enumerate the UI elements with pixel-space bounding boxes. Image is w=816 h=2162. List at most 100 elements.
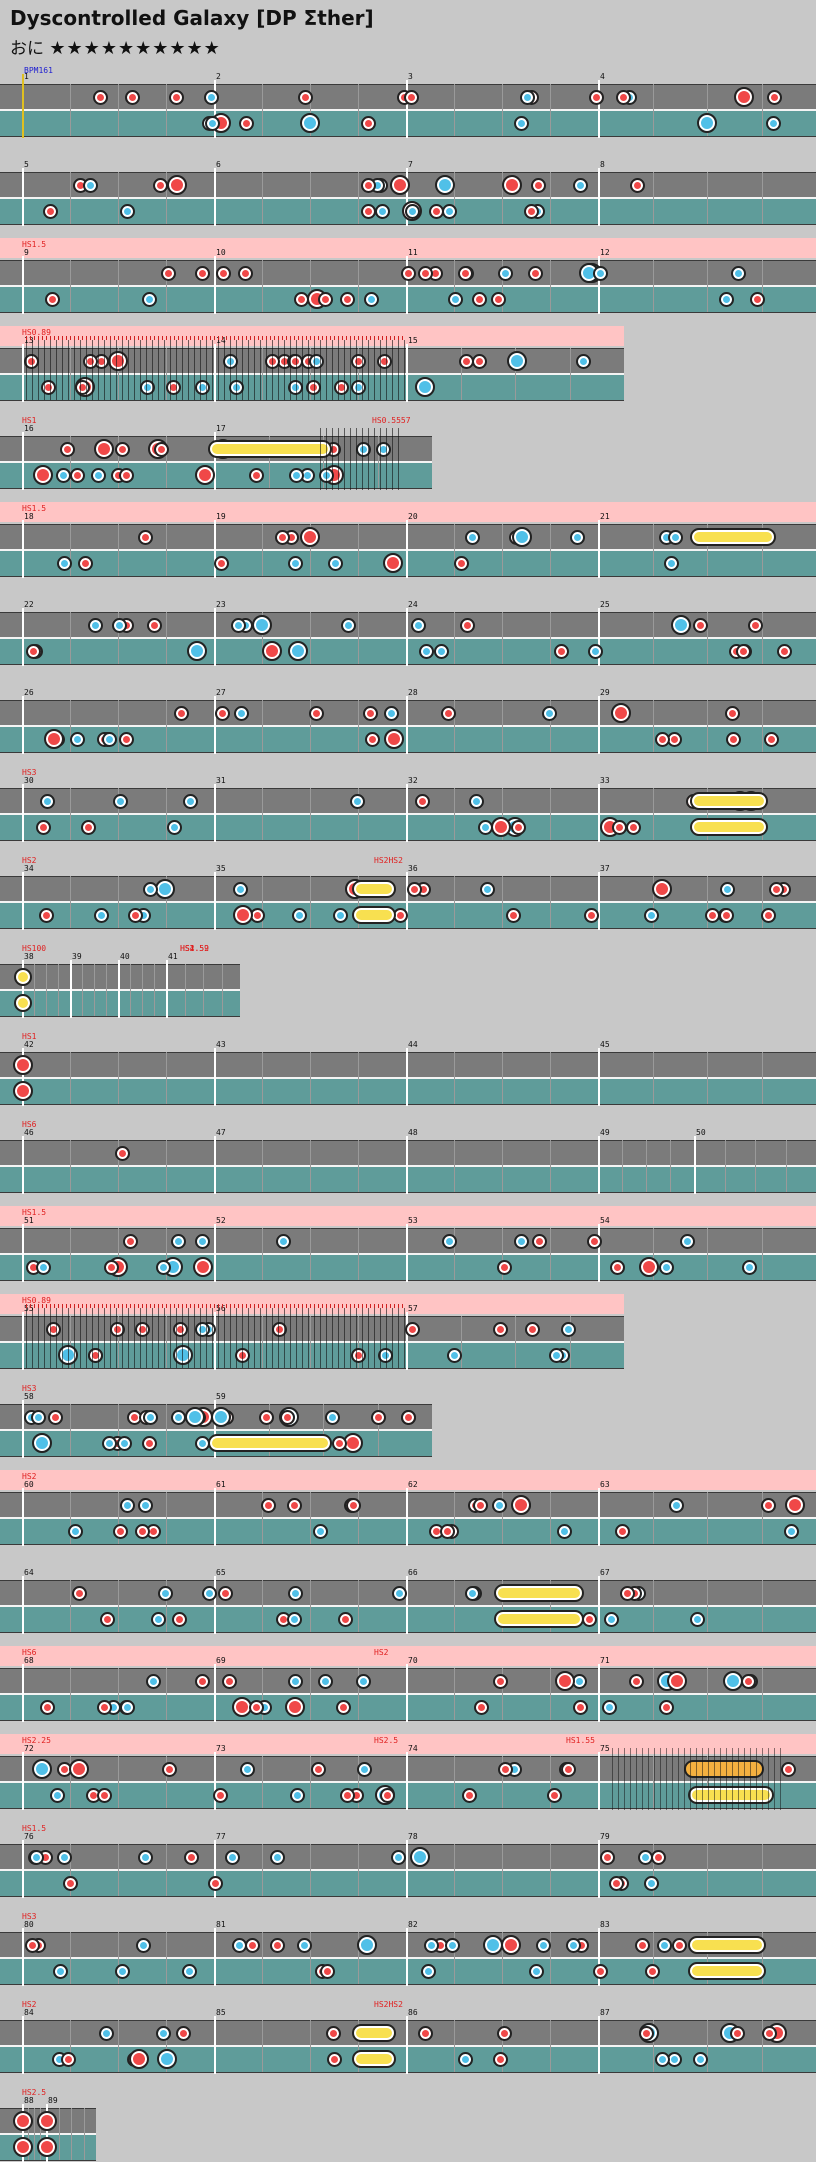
chart-row: 22 23 24 25 [0, 590, 816, 666]
lane-border [0, 1280, 816, 1281]
ka-note [643, 907, 659, 923]
don-note [403, 89, 419, 105]
scroll-speed-label: HS2.25 [22, 1736, 51, 1745]
beat-line [310, 1140, 311, 1192]
big-ka-note [299, 113, 320, 133]
ka-note [93, 907, 109, 923]
beat-line [652, 84, 654, 136]
beat-line [70, 1668, 71, 1720]
big-ka-note [482, 1935, 503, 1955]
beat-line [118, 612, 119, 664]
beat-line [460, 1316, 462, 1368]
beat-line [454, 172, 455, 224]
lower-lane [0, 1166, 816, 1192]
beat-line [58, 2108, 60, 2160]
beat-line [652, 1844, 654, 1896]
don-note [615, 89, 631, 105]
measure-number: 36 [408, 864, 418, 873]
don-note [458, 353, 474, 369]
don-note [249, 467, 265, 483]
ka-note [637, 1849, 653, 1865]
don-note [128, 907, 144, 923]
chart-row: 38 39 40 41 HS100 HS4 HS2.52 HS1.59 [0, 942, 240, 1018]
ka-note [357, 1761, 373, 1777]
beat-line [707, 172, 708, 224]
lower-lane [0, 1078, 816, 1104]
beat-line [515, 1316, 516, 1368]
beat-line [454, 1756, 455, 1808]
scroll-speed-label: HS2.52 [180, 944, 209, 953]
drumroll-note [688, 1962, 766, 1980]
measure-bar [22, 432, 24, 490]
scroll-speed-label: HS1.59 [180, 944, 209, 953]
measure-number: 4 [600, 72, 605, 81]
big-don-note [68, 1759, 89, 1779]
ka-note [659, 1259, 675, 1275]
beat-line [118, 436, 119, 488]
measure-bar [406, 1048, 408, 1106]
big-don-note [261, 641, 282, 661]
lane-divider [0, 461, 432, 463]
beat-line [785, 1140, 787, 1192]
lane-border [0, 1140, 816, 1141]
lane-border [0, 664, 816, 665]
ka-note [405, 203, 421, 219]
measure-bar [214, 1488, 216, 1546]
ka-note [441, 203, 457, 219]
don-note [600, 1849, 616, 1865]
beat-line [28, 2108, 29, 2160]
don-note [99, 1611, 115, 1627]
beat-line [71, 2108, 72, 2160]
ka-note [233, 881, 249, 897]
beat-line [454, 1052, 455, 1104]
beat-line [118, 876, 119, 928]
measure-number: 53 [408, 1216, 418, 1225]
measure-bar [406, 1136, 408, 1194]
lane-divider [0, 725, 816, 727]
don-note [364, 731, 380, 747]
ka-note [601, 1699, 617, 1715]
beat-line [166, 700, 167, 752]
don-note [492, 1321, 508, 1337]
measure-number: 3 [408, 72, 413, 81]
don-note [763, 731, 779, 747]
ka-note [340, 617, 356, 633]
drumroll-note [352, 906, 396, 924]
measure-bar [22, 1664, 24, 1722]
big-ka-note [435, 175, 456, 195]
beat-line [761, 700, 763, 752]
beat-line [569, 1316, 571, 1368]
don-note [460, 617, 476, 633]
beat-line [707, 1932, 708, 1984]
measure-number: 7 [408, 160, 413, 169]
ka-note [288, 467, 304, 483]
don-note [524, 1321, 540, 1337]
measure-number: 21 [600, 512, 610, 521]
measure-number: 61 [216, 1480, 226, 1489]
don-note [474, 1699, 490, 1715]
measure-number: 80 [24, 1920, 34, 1929]
beat-line [70, 788, 71, 840]
song-title: Dyscontrolled Galaxy [DP Σther] [10, 6, 374, 30]
don-note [308, 705, 324, 721]
beat-line [46, 964, 47, 1016]
big-don-note [299, 527, 320, 547]
measure-bar [598, 520, 600, 578]
lane-border [0, 2160, 96, 2161]
ka-note [297, 1937, 313, 1953]
big-ka-note [357, 1935, 378, 1955]
chart-row: 60 61 62 63 HS2 [0, 1470, 816, 1546]
upper-lane [0, 1668, 816, 1694]
lane-border [0, 1720, 816, 1721]
beat-line [118, 84, 119, 136]
scroll-speed-label: HS1.55 [566, 1736, 595, 1745]
big-don-note [37, 2137, 57, 2157]
don-note [768, 881, 784, 897]
measure-bar [214, 1752, 216, 1810]
ka-note [355, 1673, 371, 1689]
measure-number: 82 [408, 1920, 418, 1929]
don-note [380, 1787, 396, 1803]
ka-note [195, 1233, 211, 1249]
chart-row: 5 6 7 8 [0, 150, 816, 226]
don-note [24, 1937, 40, 1953]
